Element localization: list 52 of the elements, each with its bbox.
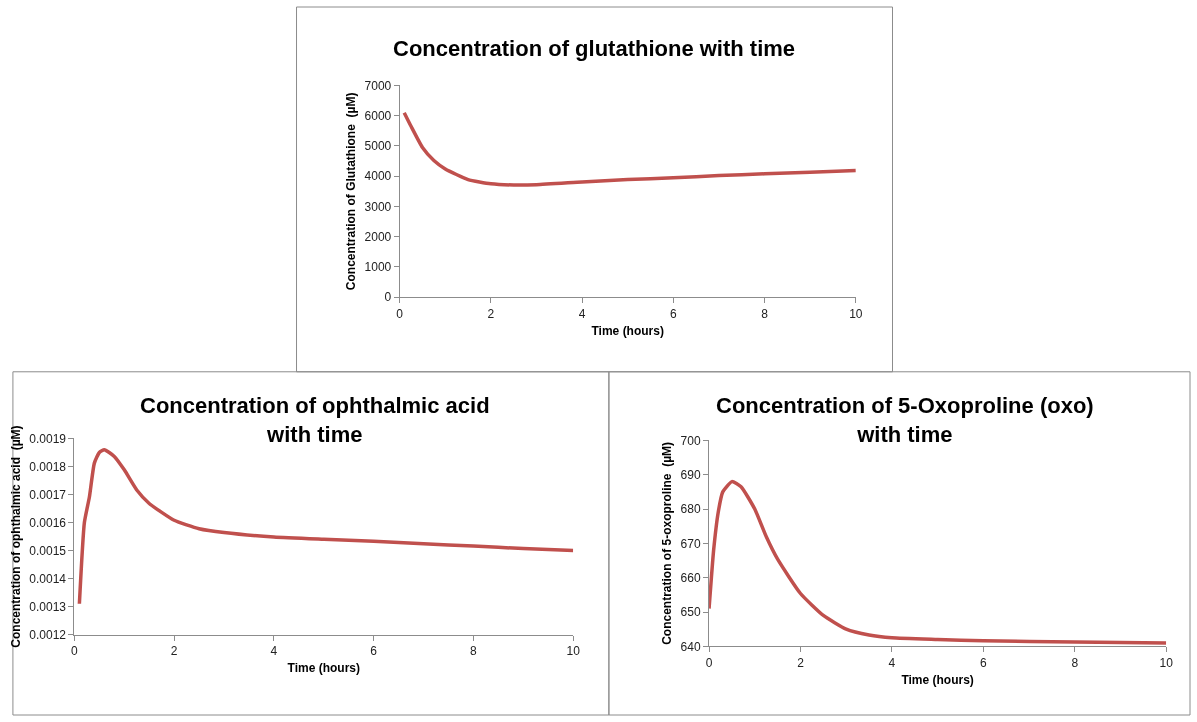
chart-title: Concentration of glutathione with time (393, 36, 796, 61)
y-tick-label: 3000 (364, 199, 392, 214)
y-tick-label: 6000 (364, 108, 392, 123)
x-tick-label: 0 (705, 655, 713, 670)
y-tick-label: 0.0019 (29, 431, 67, 446)
x-tick-label: 8 (1071, 655, 1079, 670)
y-tick-label: 2000 (364, 229, 392, 244)
y-tick-label: 700 (680, 433, 701, 448)
x-tick-label: 0 (396, 306, 404, 321)
x-tick-label: 8 (761, 306, 769, 321)
y-tick-label: 0 (384, 290, 392, 305)
x-axis-title: Time (hours) (591, 323, 664, 338)
y-tick-label: 690 (680, 467, 701, 482)
x-tick-label: 2 (797, 655, 805, 670)
y-tick-label: 650 (680, 605, 701, 620)
y-axis-title: Concentration of ophthalmic acid (µM) (8, 425, 23, 648)
y-axis-title: Concentration of Glutathione (µM) (343, 92, 358, 291)
line-series (77, 447, 574, 606)
x-tick-label: 6 (670, 306, 677, 321)
y-tick-label: 4000 (364, 169, 392, 184)
y-tick-label: 1000 (364, 260, 392, 275)
y-tick-label: 0.0015 (29, 543, 67, 558)
y-tick-label: 7000 (364, 78, 392, 93)
x-tick-label: 4 (578, 306, 586, 321)
x-tick-label: 2 (170, 643, 178, 658)
x-tick-label: 10 (849, 306, 863, 321)
x-tick-label: 0 (71, 643, 79, 658)
x-axis-title: Time (hours) (287, 660, 361, 675)
x-tick-label: 6 (980, 655, 987, 670)
y-tick-label: 660 (680, 570, 701, 585)
x-tick-label: 4 (270, 643, 278, 658)
y-tick-label: 640 (680, 639, 701, 654)
x-tick-label: 8 (470, 643, 478, 658)
chart-title: Concentration of ophthalmic acid with time (140, 393, 490, 447)
y-tick-label: 0.0017 (29, 487, 67, 502)
y-tick-label: 0.0014 (29, 571, 67, 586)
x-tick-label: 10 (1159, 655, 1174, 670)
y-tick-label: 0.0013 (29, 599, 67, 614)
x-axis-title: Time (hours) (901, 672, 974, 687)
y-tick-label: 5000 (364, 139, 392, 154)
x-tick-label: 2 (487, 306, 495, 321)
y-axis-title: Concentration of 5-oxoproline (µM) (659, 441, 674, 645)
x-tick-label: 4 (888, 655, 896, 670)
chart-title: Concentration of 5-Oxoproline (oxo) with time (716, 393, 1094, 447)
y-tick-label: 670 (680, 536, 701, 551)
y-tick-label: 0.0012 (29, 627, 67, 642)
line-series (402, 110, 856, 187)
y-tick-label: 680 (680, 502, 701, 517)
x-tick-label: 10 (566, 643, 581, 658)
x-tick-label: 6 (370, 643, 378, 658)
y-tick-label: 0.0018 (29, 459, 67, 474)
y-tick-label: 0.0016 (29, 515, 67, 530)
